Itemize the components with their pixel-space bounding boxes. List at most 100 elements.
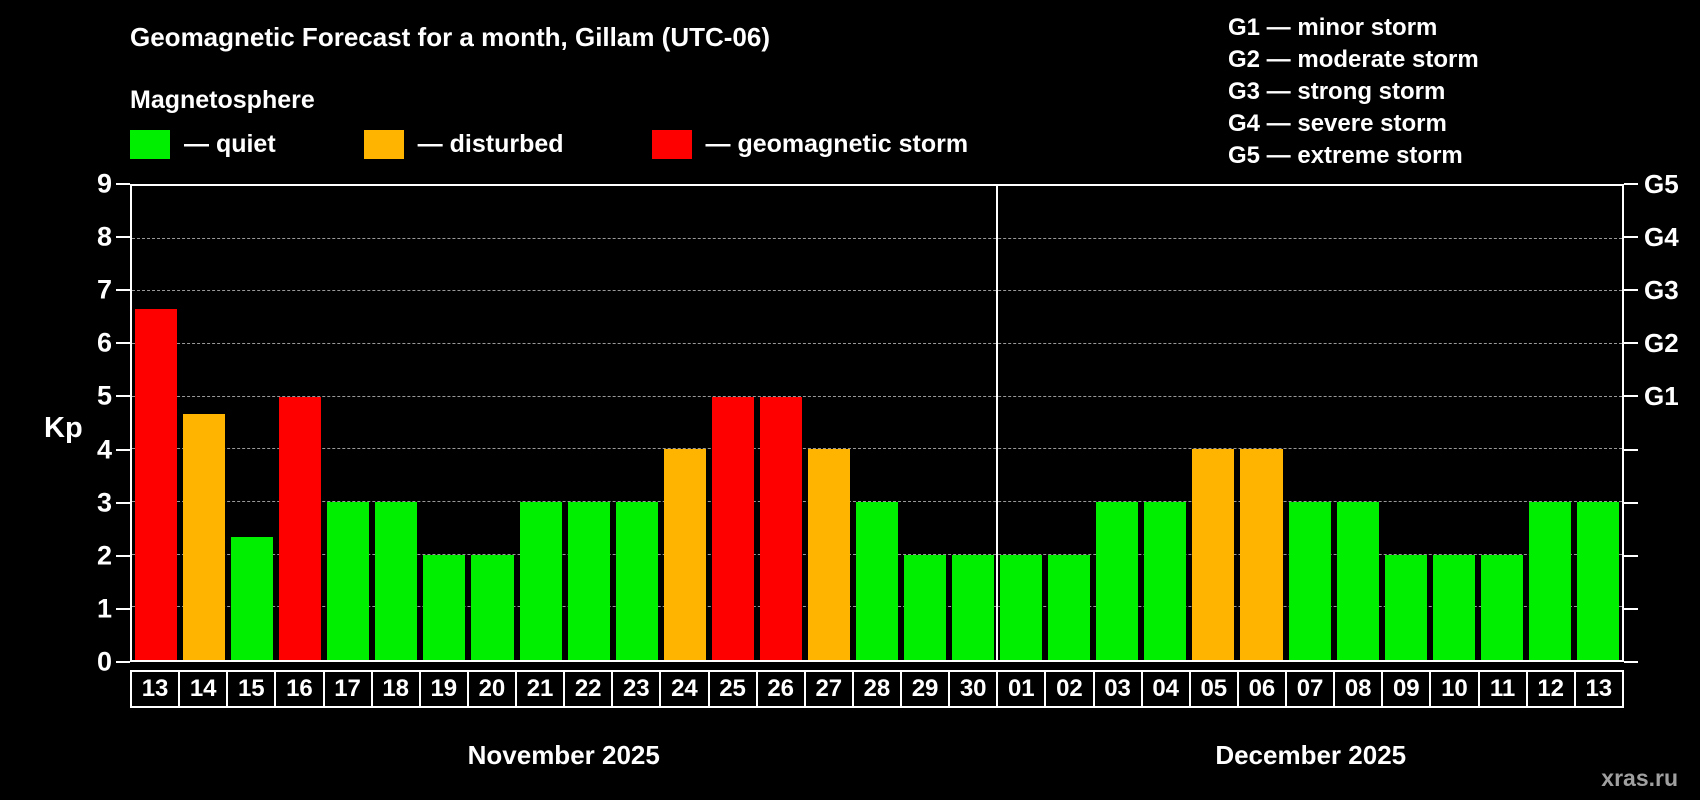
day-cell-nov-25: 25 <box>707 670 758 708</box>
kp-bar-fill <box>615 502 658 660</box>
disturbed-swatch-icon <box>363 130 404 159</box>
y-tick-4: 4 <box>96 434 112 465</box>
watermark: xras.ru <box>1601 765 1678 791</box>
g-tick-g5: G5 <box>1644 169 1679 199</box>
kp-bar-dec-11 <box>1478 554 1526 660</box>
plot-area <box>130 184 1624 662</box>
day-cell-nov-18: 18 <box>370 670 421 708</box>
month-labels: November 2025 December 2025 <box>130 740 1624 771</box>
storm-swatch-icon <box>651 130 692 159</box>
gridline-kp-5 <box>132 395 1622 397</box>
kp-bar-dec-03 <box>1093 502 1141 660</box>
kp-bar-nov-21 <box>517 502 565 660</box>
kp-bar-nov-27 <box>805 449 853 660</box>
kp-bar-fill <box>1288 502 1331 660</box>
y-tick-3: 3 <box>96 487 112 518</box>
kp-bar-nov-23 <box>613 502 661 660</box>
kp-bar-nov-28 <box>853 502 901 660</box>
kp-bar-fill <box>1192 449 1235 660</box>
right-tick-mark-9 <box>1624 183 1638 185</box>
kp-bar-fill <box>135 308 178 660</box>
g-tick-g2: G2 <box>1644 328 1679 359</box>
magnetosphere-label: Magnetosphere <box>130 86 315 114</box>
right-tick-mark-4 <box>1624 448 1638 451</box>
month-separator-line <box>996 186 999 660</box>
kp-bar-fill <box>1096 502 1139 660</box>
kp-bar-dec-13 <box>1574 502 1622 660</box>
kp-bar-fill <box>759 396 802 660</box>
kp-bar-fill <box>1576 502 1619 660</box>
day-cell-dec-13: 13 <box>1573 670 1624 708</box>
quiet-swatch-icon <box>130 130 170 159</box>
kp-bar-fill <box>567 502 610 660</box>
kp-bar-dec-08 <box>1334 502 1382 660</box>
kp-bar-fill <box>1432 554 1475 660</box>
day-cell-nov-13: 13 <box>130 670 181 708</box>
day-cell-dec-09: 09 <box>1381 670 1432 708</box>
kp-bar-dec-09 <box>1382 554 1430 660</box>
g-tick-g4: G4 <box>1644 222 1679 253</box>
day-cell-dec-03: 03 <box>1092 670 1143 708</box>
kp-bar-fill <box>807 449 850 660</box>
kp-bar-nov-19 <box>420 554 468 660</box>
y-tick-6: 6 <box>96 327 112 358</box>
gridline-kp-7 <box>132 290 1622 292</box>
day-cell-nov-16: 16 <box>274 670 325 708</box>
kp-bar-nov-15 <box>228 537 276 660</box>
day-cell-dec-06: 06 <box>1236 670 1287 708</box>
right-tick-mark-6 <box>1624 342 1638 345</box>
y-axis-label: Kp <box>44 412 83 444</box>
day-cell-nov-14: 14 <box>178 670 229 708</box>
gridline-kp-8 <box>132 237 1622 239</box>
right-tick-mark-7 <box>1624 289 1638 292</box>
gridline-kp-3 <box>132 501 1622 503</box>
right-tick-mark-1 <box>1624 607 1638 610</box>
kp-bar-fill <box>904 554 947 660</box>
y-tick-0: 0 <box>96 646 112 677</box>
kp-bar-fill <box>1528 502 1571 660</box>
g-tick-g3: G3 <box>1644 275 1679 306</box>
g-scale-legend: G1 — minor storm G2 — moderate storm G3 … <box>1228 12 1479 172</box>
kp-bar-nov-22 <box>565 502 613 660</box>
day-axis-row: 13 14 15 16 17 18 19 20 21 22 23 24 25 26 27 28 29 30 01 02… <box>130 670 1624 708</box>
kp-bar-nov-25 <box>709 396 757 660</box>
kp-bar-fill <box>471 554 514 660</box>
kp-bar-fill <box>375 502 418 660</box>
kp-bar-nov-16 <box>276 396 324 660</box>
legend-item-storm: — geomagnetic storm <box>651 130 968 159</box>
page-title: Geomagnetic Forecast for a month, Gillam… <box>130 22 770 52</box>
kp-bar-dec-01 <box>997 554 1045 660</box>
day-cell-dec-10: 10 <box>1429 670 1480 708</box>
kp-bar-nov-13 <box>132 308 180 660</box>
g3-legend-line: G3 — strong storm <box>1228 78 1446 105</box>
y-tick-7: 7 <box>96 274 112 305</box>
kp-bar-fill <box>519 502 562 660</box>
day-cell-nov-26: 26 <box>755 670 806 708</box>
kp-bar-nov-17 <box>324 502 372 660</box>
day-cell-nov-23: 23 <box>611 670 662 708</box>
kp-bar-fill <box>663 449 706 660</box>
g1-legend-line: G1 — minor storm <box>1228 14 1438 41</box>
kp-bar-fill <box>855 502 899 660</box>
day-cell-nov-24: 24 <box>659 670 710 708</box>
kp-bar-dec-10 <box>1430 554 1478 660</box>
kp-bar-fill <box>183 414 226 660</box>
day-cell-nov-27: 27 <box>803 670 854 708</box>
kp-bar-fill <box>1048 554 1091 660</box>
y-tick-8: 8 <box>96 221 112 252</box>
kp-bar-nov-20 <box>468 554 516 660</box>
kp-bar-fill <box>327 502 370 660</box>
kp-bar-fill <box>423 554 466 660</box>
y-tick-5: 5 <box>96 380 112 411</box>
kp-bar-dec-06 <box>1237 449 1285 660</box>
kp-bar-nov-14 <box>180 414 228 660</box>
day-cell-nov-20: 20 <box>466 670 517 708</box>
y-tick-1: 1 <box>96 593 112 624</box>
y-axis-tick-labels: 0 1 2 3 4 5 6 7 8 9 <box>0 170 120 675</box>
kp-bar-nov-18 <box>372 502 420 660</box>
kp-bar-nov-26 <box>757 396 805 660</box>
kp-bar-fill <box>1144 502 1187 660</box>
gridline-kp-6 <box>132 343 1622 345</box>
kp-bar-nov-30 <box>949 554 997 660</box>
